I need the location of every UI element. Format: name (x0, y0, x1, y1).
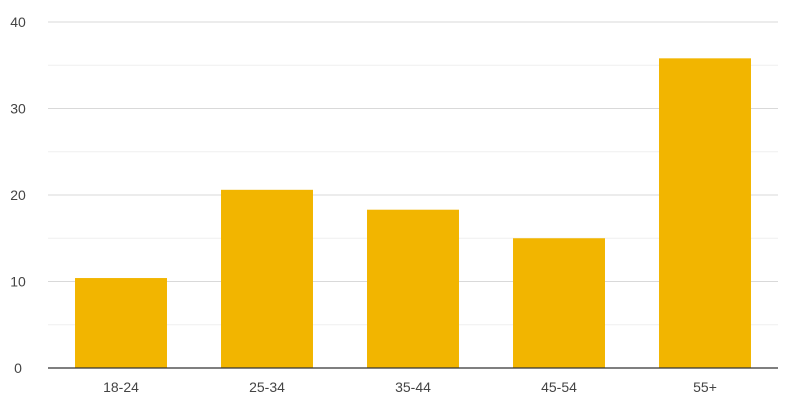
y-tick-label: 40 (10, 14, 26, 30)
x-tick-label: 25-34 (249, 379, 285, 395)
bar-45-54 (513, 238, 605, 368)
y-axis: 0 10 20 30 40 (10, 14, 26, 376)
x-tick-label: 35-44 (395, 379, 431, 395)
x-tick-label: 18-24 (103, 379, 139, 395)
bar-18-24 (75, 278, 167, 368)
y-tick-label: 30 (10, 101, 26, 117)
bar-35-44 (367, 209, 459, 368)
x-tick-label: 45-54 (541, 379, 577, 395)
y-tick-label: 10 (10, 274, 26, 290)
x-axis: 18-24 25-34 35-44 45-54 55+ (48, 367, 778, 395)
x-tick-label: 55+ (693, 379, 717, 395)
bar-55+ (659, 58, 751, 368)
bar-25-34 (221, 189, 313, 368)
bars (75, 58, 751, 368)
y-tick-label: 20 (10, 187, 26, 203)
y-tick-label: 0 (14, 360, 22, 376)
